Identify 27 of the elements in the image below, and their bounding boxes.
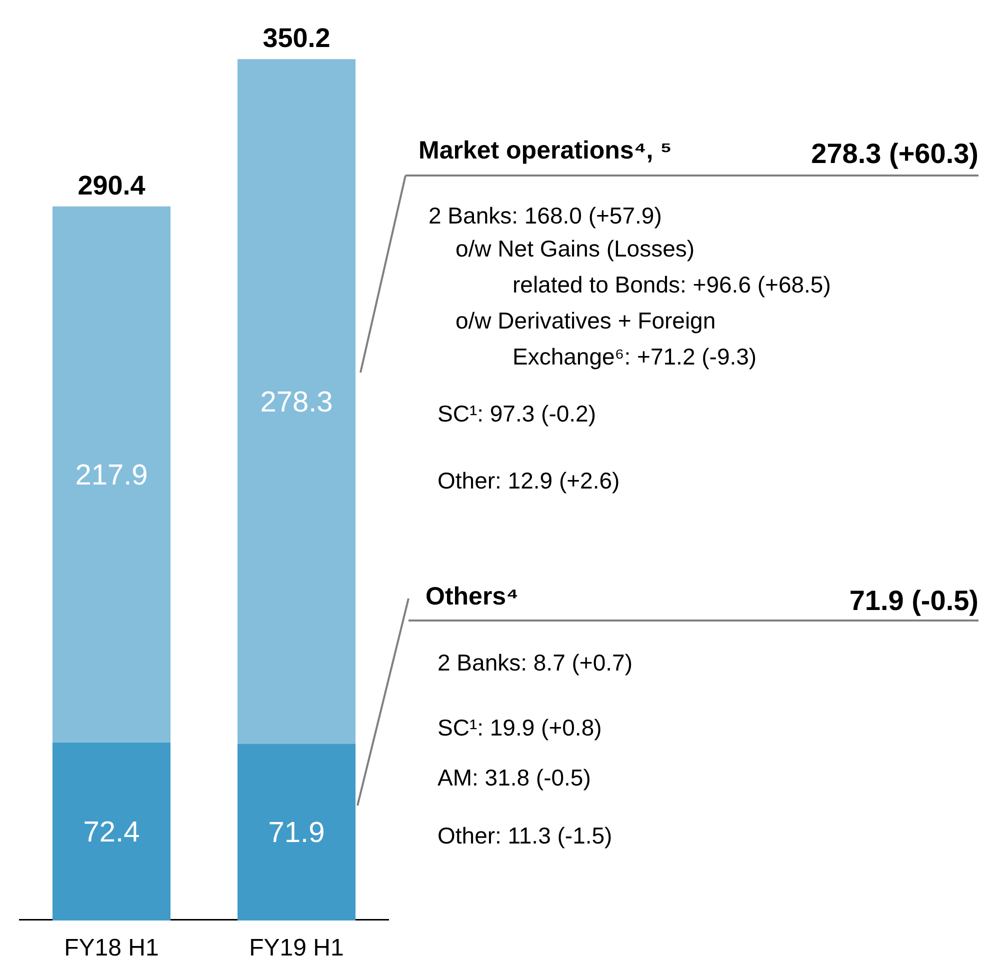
text: Other: 11.3 (-1.5) — [438, 822, 612, 848]
total-label: 350.2 — [262, 23, 330, 54]
text: 2 Banks: 168.0 (+57.9) — [428, 202, 662, 228]
data-label: 72.4 — [83, 816, 140, 848]
text: SC¹: 97.3 (-0.2) — [438, 400, 596, 426]
bar — [52, 206, 170, 742]
text: Other: 12.9 (+2.6) — [438, 468, 620, 494]
text: o/w Net Gains (Losses) — [456, 236, 695, 262]
text: AM: 31.8 (-0.5) — [438, 764, 591, 790]
text: 278.3 (+60.3) — [811, 138, 978, 169]
bar — [52, 742, 170, 920]
x-tick-label: FY19 H1 — [249, 934, 344, 962]
text: Market operations⁴, ⁵ — [418, 136, 672, 164]
bar — [238, 59, 356, 744]
text: 2 Banks: 8.7 (+0.7) — [438, 650, 632, 676]
data-label: 278.3 — [260, 386, 333, 418]
text: Others⁴ — [426, 582, 518, 610]
x-tick-label: FY18 H1 — [64, 934, 159, 962]
text: Exchange⁶: +71.2 (-9.3) — [512, 344, 757, 370]
text: 71.9 (-0.5) — [849, 585, 978, 616]
bar — [238, 744, 356, 920]
text: SC¹: 19.9 (+0.8) — [438, 714, 602, 740]
text: related to Bonds: +96.6 (+68.5) — [512, 272, 831, 298]
data-label: 71.9 — [268, 817, 325, 850]
total-label: 290.4 — [78, 170, 146, 200]
text: o/w Derivatives + Foreign — [456, 308, 716, 334]
data-label: 217.9 — [75, 459, 148, 492]
